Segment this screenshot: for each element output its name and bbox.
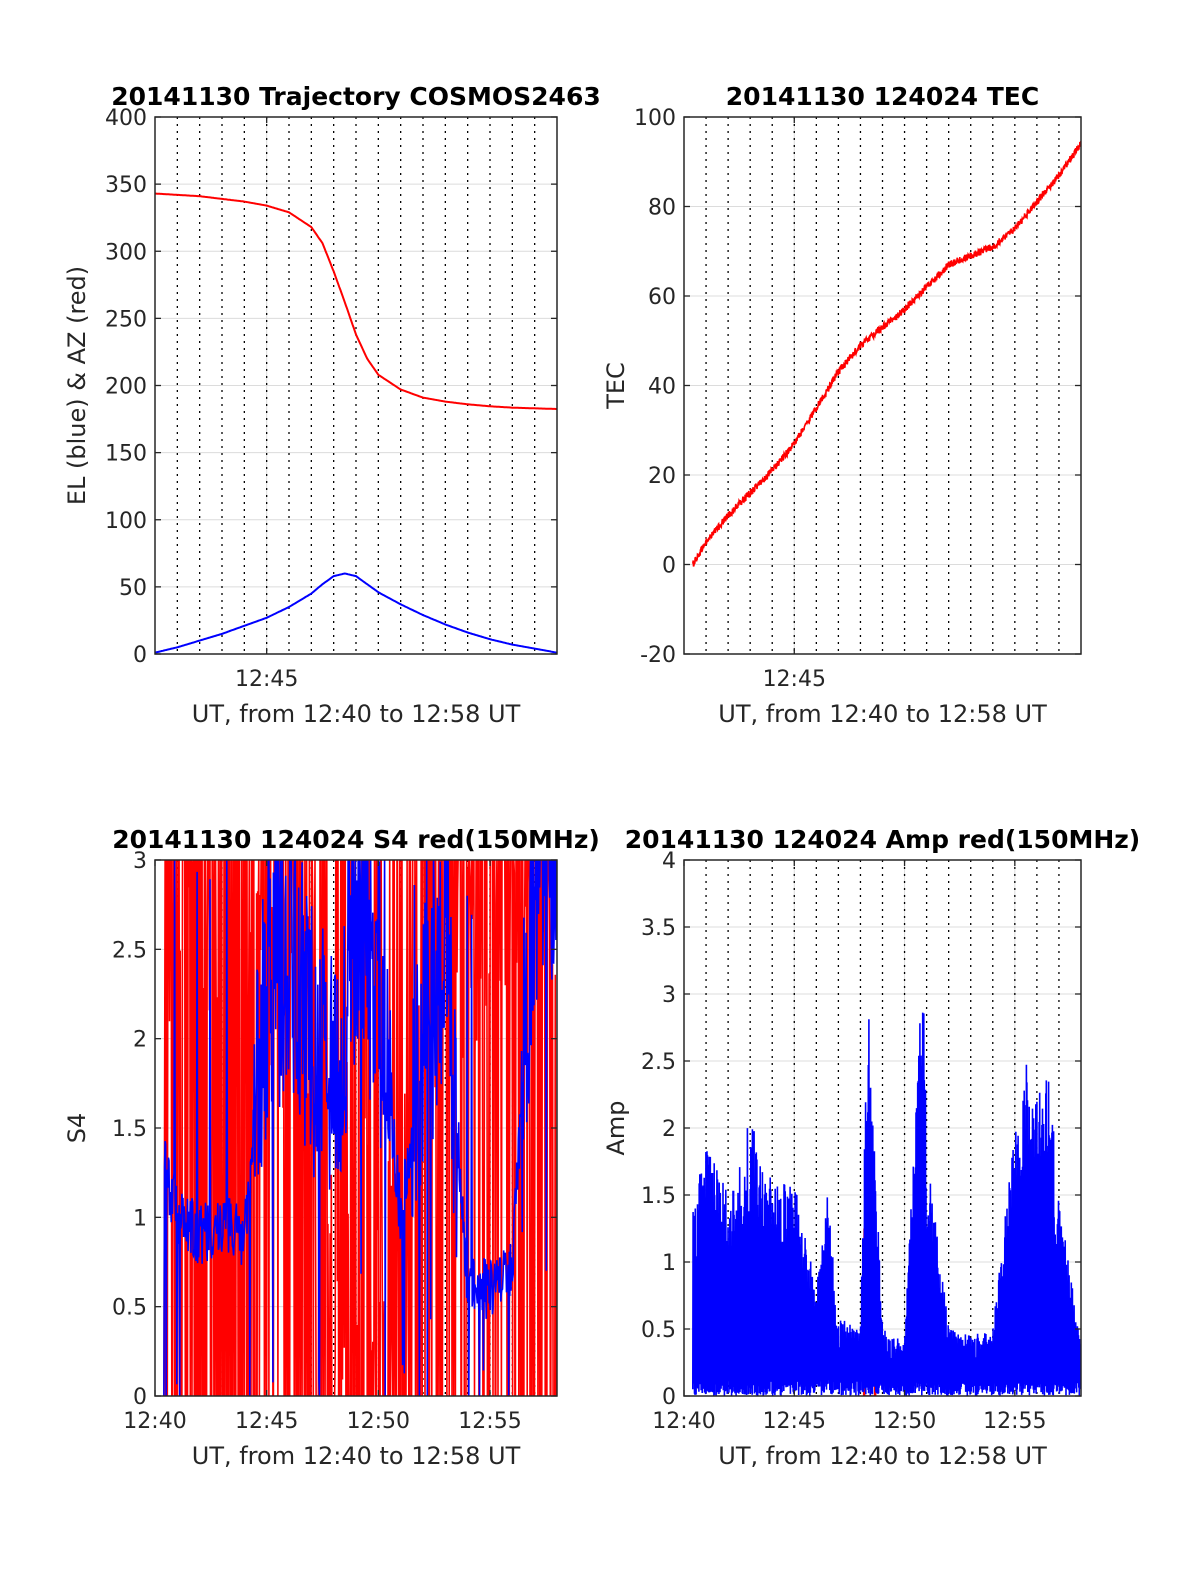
y-tick-label: 80 <box>648 196 676 221</box>
y-tick-label: 100 <box>634 106 676 131</box>
x-tick-label: 12:55 <box>983 1409 1046 1434</box>
series-line <box>163 860 557 1396</box>
x-tick-label: 12:45 <box>235 667 298 692</box>
y-tick-label: 400 <box>105 106 147 131</box>
y-tick-label: 0 <box>662 1385 676 1410</box>
y-tick-label: 2 <box>662 1117 676 1142</box>
y-tick-label: 0.5 <box>641 1318 676 1343</box>
y-tick-label: 2 <box>133 1028 147 1053</box>
y-tick-label: 2.5 <box>641 1050 676 1075</box>
panel-tec: -20 0 20 40 60 80 100 12:45 20141130 124024 TEC U… <box>602 82 1082 728</box>
y-tick-label: 3 <box>133 849 147 874</box>
y-tick-label: 100 <box>105 509 147 534</box>
y-tick-label: 0.5 <box>112 1296 147 1321</box>
panel-amp: 0 0.5 1 1.5 2 2.5 3 3.5 4 12:40 12:45 12:50 12:55 201… <box>602 825 1140 1470</box>
y-tick-label: 0 <box>133 1385 147 1410</box>
x-tick-label: 12:40 <box>123 1409 186 1434</box>
y-tick-label: 40 <box>648 375 676 400</box>
x-tick-label: 12:40 <box>652 1409 715 1434</box>
y-tick-label: 1.5 <box>112 1117 147 1142</box>
series-line <box>155 192 557 410</box>
chart-title: 20141130 124024 Amp red(150MHz) <box>625 825 1141 854</box>
panel-trajectory: 0 50 100 150 200 250 300 350 400 12:45 20141130 Tr… <box>63 82 601 728</box>
x-axis-label: UT, from 12:40 to 12:58 UT <box>192 1442 521 1470</box>
x-tick-label: 12:50 <box>873 1409 936 1434</box>
x-tick-label: 12:55 <box>458 1409 521 1434</box>
y-tick-label: 0 <box>662 554 676 579</box>
y-tick-label: 0 <box>133 643 147 668</box>
series-line <box>692 141 1081 567</box>
y-tick-label: 2.5 <box>112 938 147 963</box>
x-tick-label: 12:45 <box>763 1409 826 1434</box>
y-tick-label: 150 <box>105 442 147 467</box>
y-axis-label: Amp <box>602 1100 630 1155</box>
y-axis-label: TEC <box>602 362 630 410</box>
series-line <box>692 1012 1081 1396</box>
y-axis-label: S4 <box>63 1113 91 1144</box>
y-tick-label: 300 <box>105 240 147 265</box>
y-tick-label: 1.5 <box>641 1184 676 1209</box>
x-tick-label: 12:45 <box>235 1409 298 1434</box>
y-tick-label: 250 <box>105 307 147 332</box>
panel-s4: 0 0.5 1 1.5 2 2.5 3 12:40 12:45 12:50 12:55 2014113… <box>63 825 600 1470</box>
y-tick-label: 50 <box>119 576 147 601</box>
chart-title: 20141130 Trajectory COSMOS2463 <box>111 82 601 111</box>
y-tick-label: 20 <box>648 464 676 489</box>
y-tick-label: 1 <box>133 1206 147 1231</box>
x-axis-label: UT, from 12:40 to 12:58 UT <box>718 700 1047 728</box>
series-line <box>155 572 557 654</box>
y-tick-label: 3.5 <box>641 916 676 941</box>
x-axis-label: UT, from 12:40 to 12:58 UT <box>192 700 521 728</box>
y-tick-label: 3 <box>662 983 676 1008</box>
y-tick-label: 200 <box>105 375 147 400</box>
x-tick-label: 12:45 <box>763 667 826 692</box>
y-tick-label: 60 <box>648 285 676 310</box>
chart-title: 20141130 124024 TEC <box>726 82 1039 111</box>
y-tick-label: 350 <box>105 173 147 198</box>
x-tick-label: 12:50 <box>347 1409 410 1434</box>
y-tick-label: 4 <box>662 849 676 874</box>
y-axis-label: EL (blue) & AZ (red) <box>63 266 91 505</box>
chart-title: 20141130 124024 S4 red(150MHz) <box>112 825 600 854</box>
x-axis-label: UT, from 12:40 to 12:58 UT <box>718 1442 1047 1470</box>
y-tick-label: -20 <box>640 643 676 668</box>
y-tick-label: 1 <box>662 1251 676 1276</box>
